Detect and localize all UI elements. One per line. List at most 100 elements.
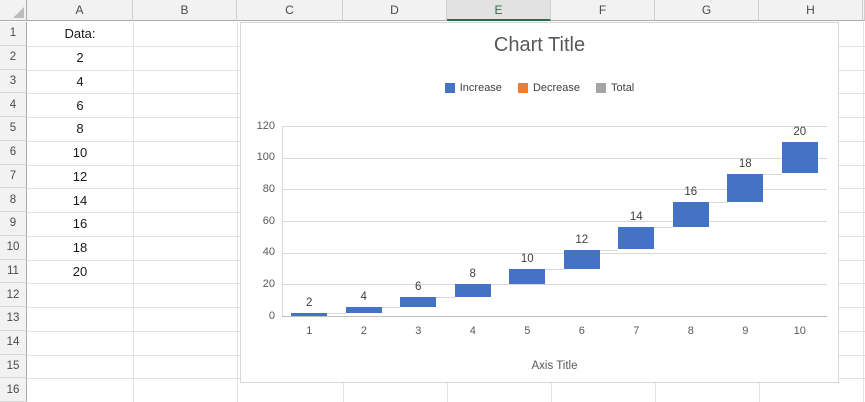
x-tick-label: 2 xyxy=(360,325,367,337)
row-header-10[interactable]: 10 xyxy=(0,235,27,260)
connector-line xyxy=(545,268,564,270)
legend-label-decrease: Decrease xyxy=(532,82,581,94)
gridline-80 xyxy=(282,189,827,191)
waterfall-bar-4[interactable] xyxy=(454,284,491,297)
legend-swatch-increase xyxy=(444,83,455,93)
column-header-C[interactable]: C xyxy=(237,0,343,21)
cell-A8[interactable]: 14 xyxy=(72,192,88,208)
row-header-8[interactable]: 8 xyxy=(0,188,27,212)
waterfall-bar-6[interactable] xyxy=(563,249,600,269)
x-tick-label: 1 xyxy=(306,325,313,337)
cell-A5[interactable]: 8 xyxy=(76,121,84,137)
row-header-15[interactable]: 15 xyxy=(0,354,27,379)
waterfall-bar-5[interactable] xyxy=(509,268,546,285)
column-header-A[interactable]: A xyxy=(27,0,133,21)
bar-data-label: 18 xyxy=(738,157,752,170)
waterfall-bar-9[interactable] xyxy=(727,173,764,202)
gridline-0 xyxy=(282,316,827,317)
connector-line xyxy=(599,249,619,251)
waterfall-bar-8[interactable] xyxy=(672,202,709,228)
y-tick-label: 40 xyxy=(262,246,275,259)
gridline-100 xyxy=(282,157,827,159)
cell-A9[interactable]: 16 xyxy=(72,216,88,232)
y-tick-label: 60 xyxy=(262,214,275,227)
x-tick-label: 6 xyxy=(578,325,585,337)
column-header-E[interactable]: E xyxy=(447,0,551,21)
legend-label-increase: Increase xyxy=(459,82,502,94)
row-header-5[interactable]: 5 xyxy=(0,117,27,141)
x-tick-label: 7 xyxy=(633,325,640,337)
select-all-triangle-icon xyxy=(13,7,24,18)
bar-data-label: 16 xyxy=(684,186,698,198)
x-tick-label: 9 xyxy=(742,325,749,337)
row-header-7[interactable]: 7 xyxy=(0,164,27,189)
cell-A6[interactable]: 10 xyxy=(72,145,88,161)
bar-data-label: 2 xyxy=(306,296,313,309)
waterfall-bar-10[interactable] xyxy=(781,141,818,174)
bar-data-label: 14 xyxy=(629,211,643,224)
legend-item-decrease[interactable]: Decrease xyxy=(517,82,581,94)
row-header-4[interactable]: 4 xyxy=(0,93,27,117)
column-header-G[interactable]: G xyxy=(655,0,759,21)
cell-A2[interactable]: 2 xyxy=(76,50,84,66)
row-header-2[interactable]: 2 xyxy=(0,45,27,70)
legend-item-total[interactable]: Total xyxy=(596,82,634,94)
row-header-9[interactable]: 9 xyxy=(0,212,27,236)
y-axis-line xyxy=(282,126,283,316)
x-tick-label: 4 xyxy=(469,325,476,337)
waterfall-bar-2[interactable] xyxy=(345,306,382,313)
legend-label-total: Total xyxy=(611,82,635,94)
row-header-16[interactable]: 16 xyxy=(0,378,27,402)
bar-data-label: 8 xyxy=(469,268,476,281)
connector-line xyxy=(381,306,401,308)
row-header-3[interactable]: 3 xyxy=(0,69,27,94)
connector-line xyxy=(654,227,673,229)
row-header-11[interactable]: 11 xyxy=(0,259,27,284)
connector-line xyxy=(763,173,782,175)
x-axis-title[interactable]: Axis Title xyxy=(531,360,578,372)
bar-data-label: 12 xyxy=(575,233,589,246)
y-tick-label: 0 xyxy=(268,309,275,322)
waterfall-bar-1[interactable] xyxy=(291,312,328,316)
cell-A11[interactable]: 20 xyxy=(72,263,88,279)
x-tick-label: 5 xyxy=(524,325,531,337)
y-tick-label: 20 xyxy=(262,277,275,290)
chart-title[interactable]: Chart Title xyxy=(493,34,586,56)
column-header-D[interactable]: D xyxy=(343,0,447,21)
gridline-40 xyxy=(282,252,827,254)
bar-data-label: 20 xyxy=(793,125,807,138)
waterfall-bar-7[interactable] xyxy=(618,227,655,250)
y-tick-label: 100 xyxy=(256,151,275,164)
legend-swatch-total xyxy=(596,83,607,93)
chart-object[interactable]: Chart Title Increase Decrease Total Axis T… xyxy=(240,22,839,383)
cell-A1[interactable]: Data: xyxy=(64,26,96,42)
waterfall-bar-3[interactable] xyxy=(400,297,437,307)
column-header-H[interactable]: H xyxy=(759,0,863,21)
legend-item-increase[interactable]: Increase xyxy=(444,82,502,94)
connector-line xyxy=(327,312,346,314)
row-header-12[interactable]: 12 xyxy=(0,283,27,307)
row-header-13[interactable]: 13 xyxy=(0,307,27,331)
cell-A3[interactable]: 4 xyxy=(76,73,84,89)
y-tick-label: 80 xyxy=(262,182,275,195)
connector-line xyxy=(436,297,455,298)
cell-A10[interactable]: 18 xyxy=(72,240,88,256)
gridline-60 xyxy=(282,221,827,222)
row-header-6[interactable]: 6 xyxy=(0,140,27,165)
column-header-F[interactable]: F xyxy=(551,0,655,21)
row-header-14[interactable]: 14 xyxy=(0,330,27,355)
connector-line xyxy=(490,284,510,286)
chart-legend[interactable]: Increase Decrease Total xyxy=(241,82,838,94)
row-header-1[interactable]: 1 xyxy=(0,22,27,46)
cell-A4[interactable]: 6 xyxy=(76,97,84,113)
bar-data-label: 4 xyxy=(360,290,367,303)
bar-data-label: 6 xyxy=(415,281,422,293)
column-header-B[interactable]: B xyxy=(133,0,237,21)
connector-line xyxy=(708,202,728,203)
gridline-20 xyxy=(282,284,827,286)
gridline-120 xyxy=(282,126,827,127)
select-all-button[interactable] xyxy=(0,0,27,21)
x-tick-label: 8 xyxy=(687,325,694,337)
cell-A7[interactable]: 12 xyxy=(72,168,88,184)
